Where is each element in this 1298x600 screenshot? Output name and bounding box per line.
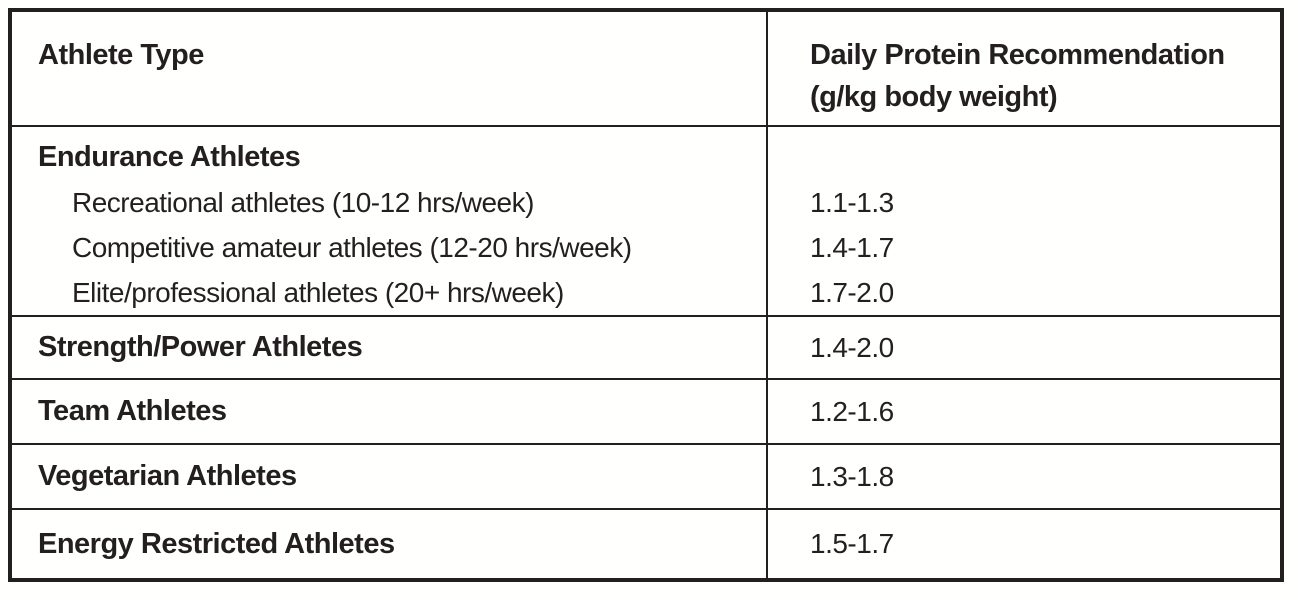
row-label-team: Team Athletes: [12, 380, 768, 443]
column-header-protein-line2: (g/kg body weight): [810, 81, 1058, 113]
sub-row-value-elite-professional: 1.7-2.0: [810, 277, 894, 308]
sub-row-label-elite-professional: Elite/professional athletes (20+ hrs/wee…: [72, 277, 564, 308]
column-header-athlete-type: Athlete Type: [12, 12, 768, 125]
row-label-energy-restricted: Energy Restricted Athletes: [12, 510, 768, 578]
table-row-endurance-group: Endurance Athletes Recreational athletes…: [12, 125, 1280, 315]
row-value-strength-power: 1.4-2.0: [810, 331, 894, 363]
protein-recommendation-table: Athlete Type Daily Protein Recommendatio…: [8, 8, 1284, 582]
table-header-row: Athlete Type Daily Protein Recommendatio…: [12, 12, 1280, 125]
endurance-value-cell: 1.1-1.3 1.4-1.7 1.7-2.0: [768, 127, 1280, 315]
table-row-strength-power: Strength/Power Athletes 1.4-2.0: [12, 315, 1280, 378]
row-label-strength-power: Strength/Power Athletes: [12, 317, 768, 378]
sub-row-value-recreational: 1.1-1.3: [810, 187, 894, 218]
table-row-team: Team Athletes 1.2-1.6: [12, 378, 1280, 443]
row-value-energy-restricted: 1.5-1.7: [810, 528, 894, 559]
column-header-protein-line1: Daily Protein Recommendation: [810, 39, 1225, 71]
column-header-protein-recommendation: Daily Protein Recommendation (g/kg body …: [768, 12, 1280, 125]
row-value-vegetarian: 1.3-1.8: [810, 460, 894, 492]
endurance-label-cell: Endurance Athletes Recreational athletes…: [12, 127, 768, 315]
sub-row-value-competitive-amateur: 1.4-1.7: [810, 232, 894, 263]
table-row-energy-restricted: Energy Restricted Athletes 1.5-1.7: [12, 508, 1280, 578]
row-label-vegetarian: Vegetarian Athletes: [12, 445, 768, 508]
sub-row-label-competitive-amateur: Competitive amateur athletes (12-20 hrs/…: [72, 232, 632, 263]
endurance-group-label: Endurance Athletes: [38, 141, 301, 173]
row-value-team: 1.2-1.6: [810, 395, 894, 427]
table-row-vegetarian: Vegetarian Athletes 1.3-1.8: [12, 443, 1280, 508]
sub-row-label-recreational: Recreational athletes (10-12 hrs/week): [72, 187, 534, 218]
